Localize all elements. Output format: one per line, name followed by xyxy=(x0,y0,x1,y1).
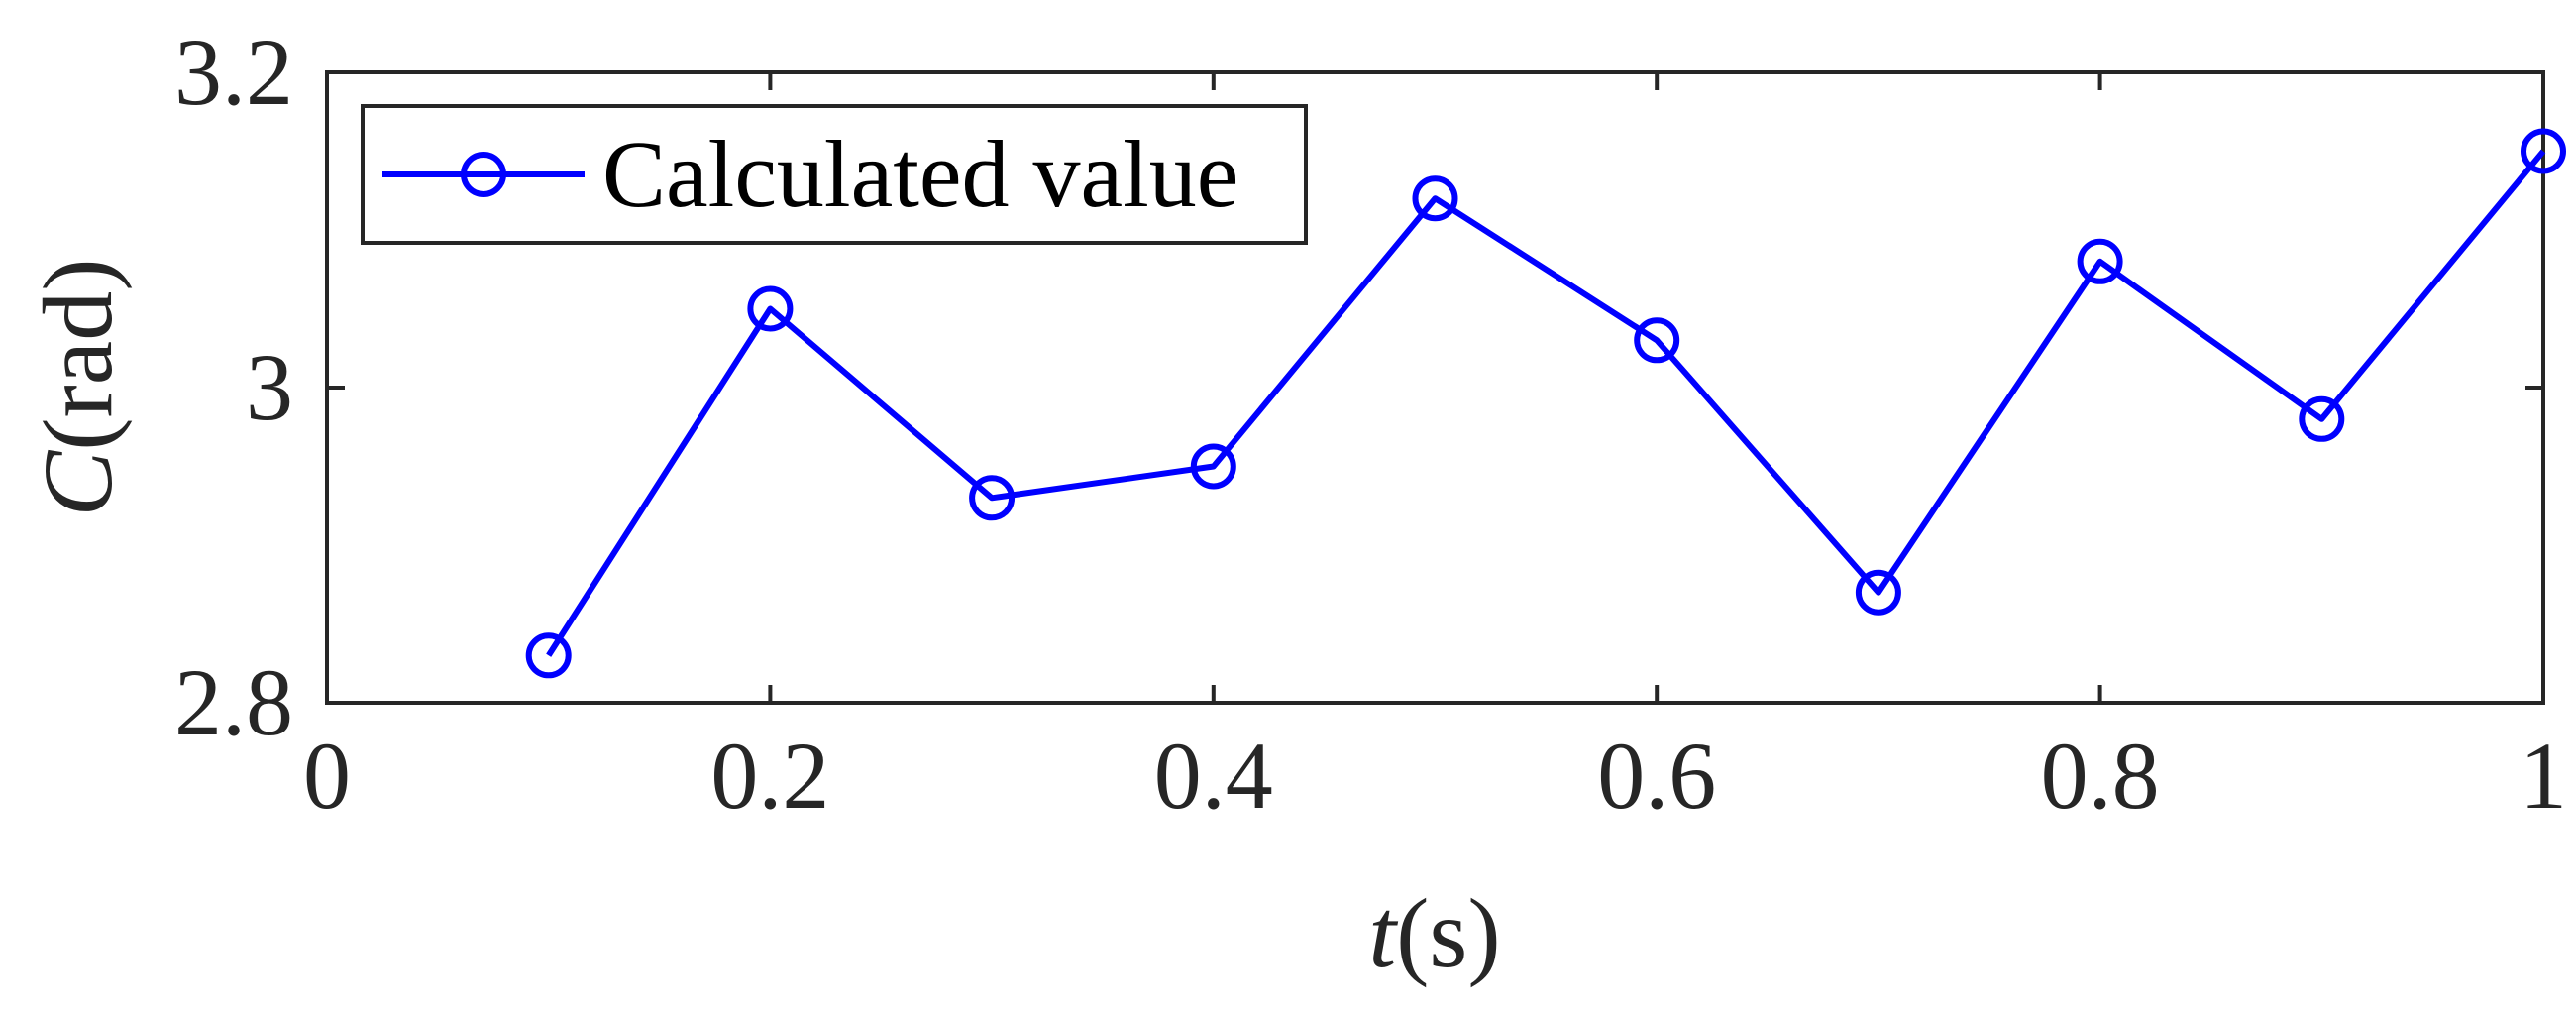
series-line xyxy=(546,149,2546,657)
data-point xyxy=(525,632,572,679)
data-point xyxy=(1412,175,1458,222)
x-axis-label: t(s) xyxy=(1368,878,1500,988)
legend-label: Calculated value xyxy=(602,121,1238,227)
data-point xyxy=(1190,443,1236,490)
x-tick-label: 0.6 xyxy=(1597,723,1716,829)
series-layer xyxy=(525,128,2566,679)
data-point xyxy=(1855,569,1901,616)
x-tick-label: 1 xyxy=(2520,723,2567,829)
x-axis-label-var: t xyxy=(1368,878,1398,988)
legend-marker-sample xyxy=(461,152,506,197)
data-point xyxy=(2077,238,2123,284)
x-tick-label: 0.8 xyxy=(2041,723,2160,829)
x-tick-label: 0.2 xyxy=(710,723,829,829)
x-tick-label: 0.4 xyxy=(1154,723,1273,829)
data-point xyxy=(1634,317,1680,364)
data-point xyxy=(747,285,794,332)
x-tick-label: 0 xyxy=(303,723,351,829)
y-tick-label: 2.8 xyxy=(174,649,293,755)
legend: Calculated value xyxy=(361,104,1308,245)
axis-tick-labels: 0 0.2 0.4 0.6 0.8 1 2.8 3 3.2 xyxy=(174,19,2567,829)
data-point xyxy=(969,475,1016,521)
y-axis-label-unit: (rad) xyxy=(23,259,133,451)
data-point xyxy=(2299,395,2345,442)
y-axis-label: C(rad) xyxy=(23,259,133,517)
y-tick-label: 3 xyxy=(246,334,293,440)
y-axis-label-var: C xyxy=(23,450,133,517)
y-tick-label: 3.2 xyxy=(174,19,293,125)
axis-ticks xyxy=(325,70,2545,705)
x-axis-label-unit: (s) xyxy=(1396,878,1501,988)
data-point xyxy=(2521,128,2566,174)
